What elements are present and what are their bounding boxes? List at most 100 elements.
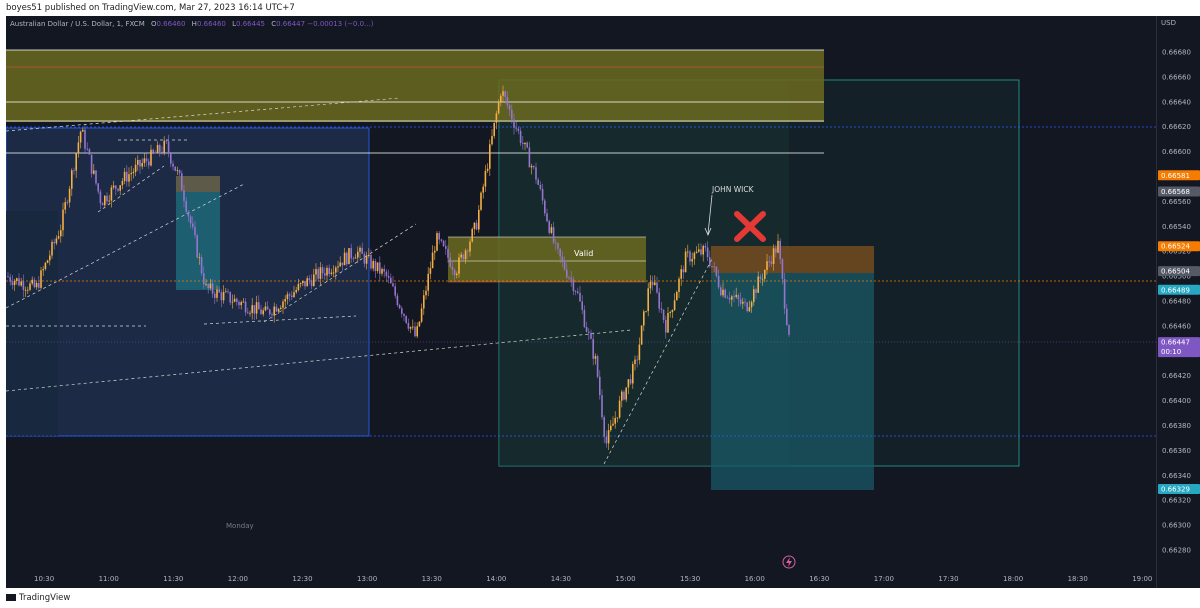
price-tick-label: 0.66660 (1162, 73, 1191, 81)
candle (495, 110, 498, 130)
candle (546, 208, 548, 223)
footer-brand[interactable]: TradingView (19, 593, 71, 603)
candle (770, 255, 773, 268)
candle (387, 269, 390, 284)
candle (412, 319, 414, 331)
candle (544, 198, 546, 217)
candle (297, 278, 300, 292)
price-axis[interactable]: 0.66680 0.66660 0.66640 0.66620 0.66600 0.665… (1156, 16, 1200, 588)
candle (174, 166, 176, 172)
candle (139, 159, 141, 174)
stop-zone[interactable] (711, 246, 874, 273)
session-label: Monday (226, 522, 254, 530)
candle (211, 279, 214, 298)
candle (253, 305, 256, 320)
candle (788, 324, 790, 337)
price-tick-label: 0.66320 (1162, 497, 1191, 505)
candle (75, 152, 77, 178)
replay-icon[interactable] (782, 555, 796, 569)
open-value: 0.66460 (156, 20, 186, 28)
candle (583, 305, 586, 329)
price-tick-label: 0.66500 (1162, 273, 1191, 281)
candle (519, 127, 522, 147)
candle (115, 185, 117, 196)
candle (209, 278, 212, 291)
candle (244, 298, 247, 316)
candle (720, 284, 722, 297)
candle (596, 354, 599, 379)
symbol-name[interactable]: Australian Dollar / U.S. Dollar, 1, FXCM (10, 20, 145, 28)
candle (95, 170, 97, 186)
candle (361, 242, 363, 254)
candle (260, 304, 262, 315)
candle (229, 291, 231, 306)
candle (594, 353, 597, 365)
candle (735, 287, 737, 299)
candle (337, 260, 339, 273)
candle (357, 246, 359, 263)
candle (277, 307, 280, 314)
candle (220, 289, 223, 308)
candle (86, 142, 88, 151)
supply-zone-top[interactable] (6, 50, 824, 122)
candle (766, 254, 768, 275)
candle (618, 395, 621, 419)
candle (106, 192, 108, 205)
candle (57, 230, 60, 240)
candle (341, 262, 344, 271)
candle (737, 293, 740, 307)
candle (436, 231, 438, 252)
time-tick-label: 13:30 (422, 575, 442, 583)
chart-pane[interactable]: Valid JOHN WICK Monday (6, 16, 1156, 588)
price-badge: 0.66524 (1158, 241, 1200, 252)
price-tick-label: 0.66460 (1162, 322, 1191, 330)
candle (621, 389, 623, 408)
time-axis[interactable]: 10:30 11:00 11:30 12:00 12:30 13:00 13:30 14:00… (34, 575, 1152, 583)
candle (709, 250, 711, 268)
john-wick-label: JOHN WICK (711, 185, 755, 194)
candle (163, 136, 165, 156)
candle (313, 268, 315, 287)
candle (330, 268, 333, 276)
candle (478, 204, 480, 233)
candle (671, 309, 674, 319)
candle (632, 361, 634, 389)
candle (548, 219, 550, 235)
candle (93, 164, 95, 175)
candle (775, 244, 777, 258)
candle (425, 285, 427, 300)
footer-bar: TradingView (0, 588, 1200, 608)
candle (148, 158, 150, 169)
candle (328, 264, 330, 277)
candle (502, 85, 504, 102)
candle (700, 243, 702, 257)
candle (62, 202, 64, 237)
valid-zone[interactable] (448, 237, 646, 282)
chart-canvas[interactable]: Valid JOHN WICK Monday (6, 16, 1156, 588)
candle (225, 288, 227, 293)
candle (379, 256, 381, 282)
candle (73, 167, 75, 175)
time-tick-label: 14:30 (551, 575, 571, 583)
target-zone[interactable] (711, 273, 874, 490)
candle (365, 251, 368, 270)
candle (64, 197, 66, 214)
candle (676, 290, 678, 301)
candle (238, 300, 240, 309)
candle (563, 256, 566, 272)
candle (231, 294, 234, 309)
candle (533, 165, 535, 170)
candle (134, 157, 137, 177)
time-tick-label: 16:30 (809, 575, 829, 583)
svg-text:00:10: 00:10 (1161, 348, 1181, 356)
candle (154, 150, 157, 154)
candle (667, 307, 669, 334)
candle (695, 246, 698, 254)
candle (359, 245, 361, 259)
candle (713, 261, 715, 273)
candle (79, 130, 82, 149)
candle (742, 297, 744, 309)
candle (515, 121, 517, 132)
candle (627, 379, 630, 395)
